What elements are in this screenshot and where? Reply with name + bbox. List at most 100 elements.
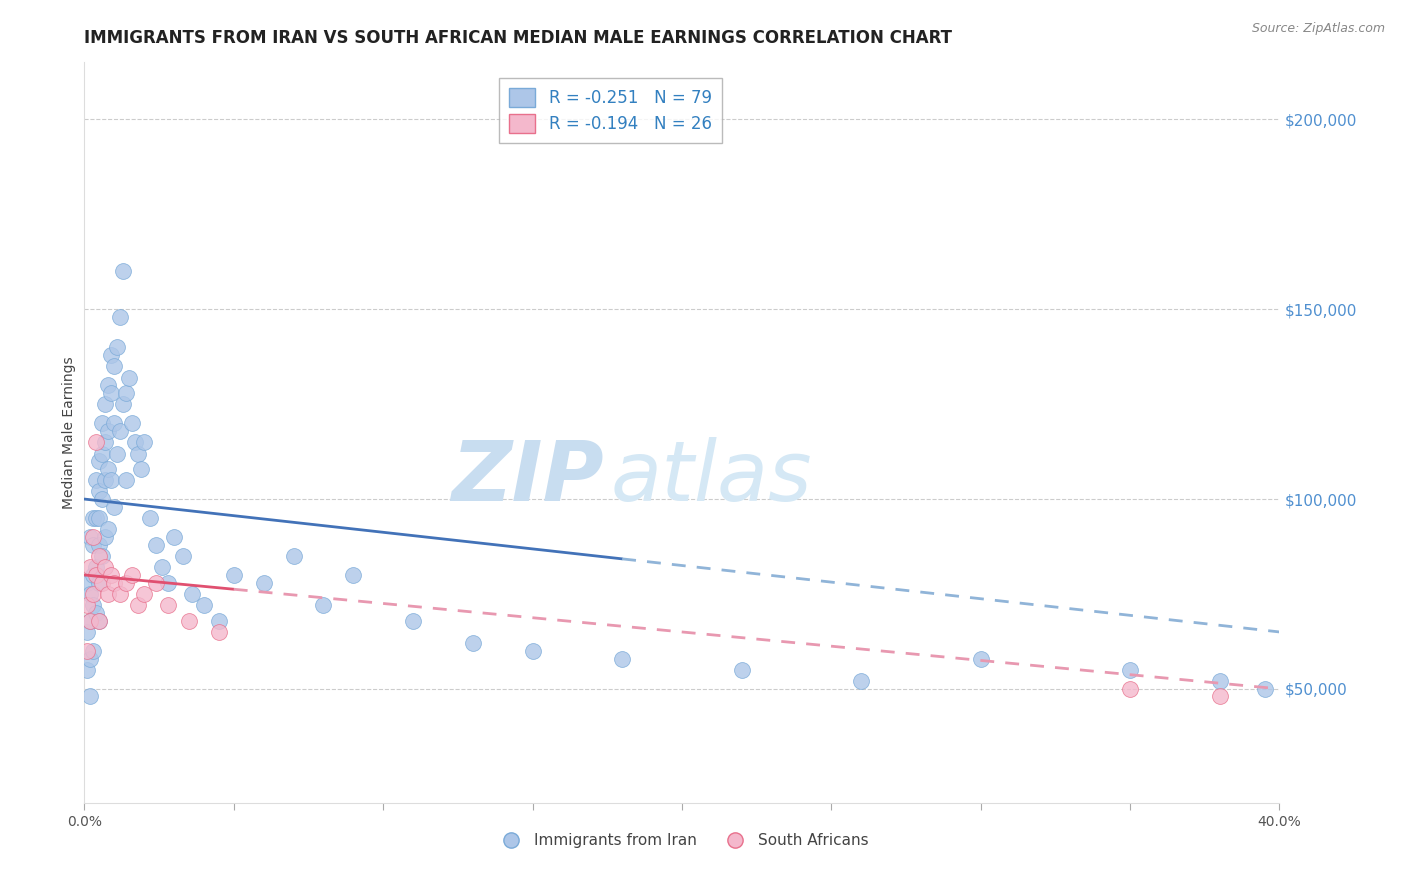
Point — [105, 446, 128, 460]
Point — [94, 530, 117, 544]
Point — [86, 560, 108, 574]
Point — [222, 568, 245, 582]
Point — [127, 599, 149, 613]
Point — [82, 644, 104, 658]
Point — [103, 416, 125, 430]
Point — [89, 549, 111, 563]
Point — [97, 523, 120, 537]
Point — [76, 624, 98, 639]
Point — [124, 435, 146, 450]
Point — [97, 461, 120, 475]
Point — [100, 385, 122, 400]
Point — [110, 424, 132, 438]
Point — [94, 560, 117, 574]
Point — [103, 500, 125, 514]
Point — [82, 538, 104, 552]
Point — [193, 599, 215, 613]
Point — [127, 446, 149, 460]
Point — [970, 651, 993, 665]
Point — [1119, 663, 1142, 677]
Point — [731, 663, 754, 677]
Point — [312, 599, 335, 613]
Point — [79, 651, 101, 665]
Point — [208, 624, 231, 639]
Text: Source: ZipAtlas.com: Source: ZipAtlas.com — [1251, 22, 1385, 36]
Point — [115, 575, 138, 590]
Y-axis label: Median Male Earnings: Median Male Earnings — [62, 356, 76, 509]
Point — [89, 454, 111, 468]
Point — [1209, 690, 1232, 704]
Point — [522, 644, 544, 658]
Point — [89, 538, 111, 552]
Point — [76, 599, 98, 613]
Point — [91, 549, 114, 563]
Point — [100, 473, 122, 487]
Point — [103, 359, 125, 374]
Point — [157, 599, 180, 613]
Text: atlas: atlas — [610, 436, 811, 517]
Point — [97, 424, 120, 438]
Point — [121, 416, 143, 430]
Point — [253, 575, 276, 590]
Point — [89, 575, 111, 590]
Point — [91, 416, 114, 430]
Point — [118, 370, 141, 384]
Point — [79, 614, 101, 628]
Point — [82, 599, 104, 613]
Legend: Immigrants from Iran, South Africans: Immigrants from Iran, South Africans — [489, 827, 875, 855]
Point — [94, 435, 117, 450]
Point — [851, 674, 873, 689]
Point — [177, 614, 200, 628]
Point — [121, 568, 143, 582]
Point — [1209, 674, 1232, 689]
Point — [129, 461, 152, 475]
Point — [612, 651, 634, 665]
Point — [86, 511, 108, 525]
Point — [89, 614, 111, 628]
Point — [79, 530, 101, 544]
Point — [150, 560, 173, 574]
Point — [139, 511, 162, 525]
Point — [103, 575, 125, 590]
Point — [79, 690, 101, 704]
Point — [100, 348, 122, 362]
Point — [82, 530, 104, 544]
Point — [91, 575, 114, 590]
Point — [181, 587, 204, 601]
Point — [86, 473, 108, 487]
Point — [86, 435, 108, 450]
Point — [110, 587, 132, 601]
Point — [79, 587, 101, 601]
Point — [112, 264, 135, 278]
Point — [76, 575, 98, 590]
Point — [91, 446, 114, 460]
Point — [105, 340, 128, 354]
Point — [97, 587, 120, 601]
Point — [79, 614, 101, 628]
Point — [112, 397, 135, 411]
Point — [110, 310, 132, 324]
Point — [89, 484, 111, 499]
Point — [94, 397, 117, 411]
Point — [145, 575, 167, 590]
Point — [157, 575, 180, 590]
Point — [1119, 681, 1142, 696]
Point — [86, 606, 108, 620]
Point — [132, 435, 156, 450]
Point — [82, 511, 104, 525]
Point — [82, 587, 104, 601]
Point — [89, 511, 111, 525]
Point — [115, 385, 138, 400]
Point — [283, 549, 305, 563]
Point — [100, 568, 122, 582]
Point — [163, 530, 186, 544]
Point — [461, 636, 484, 650]
Point — [76, 644, 98, 658]
Point — [115, 473, 138, 487]
Text: ZIP: ZIP — [451, 436, 605, 517]
Point — [86, 568, 108, 582]
Point — [97, 378, 120, 392]
Point — [208, 614, 231, 628]
Point — [172, 549, 194, 563]
Point — [342, 568, 364, 582]
